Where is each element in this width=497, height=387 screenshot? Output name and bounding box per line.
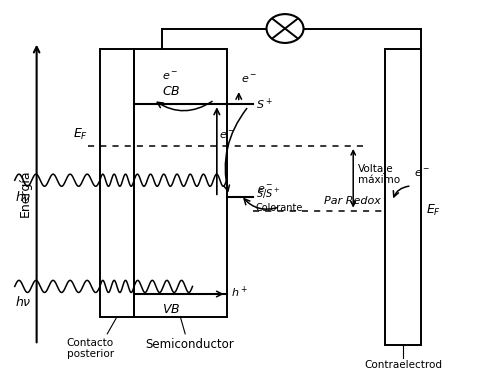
Text: $h\nu$: $h\nu$ (15, 295, 31, 308)
Text: $e^-$: $e^-$ (219, 130, 236, 141)
Text: $e^-$: $e^-$ (257, 184, 274, 195)
Text: $h^+$: $h^+$ (232, 285, 248, 300)
Text: $S/S^+$: $S/S^+$ (256, 187, 280, 201)
Text: Par Redox: Par Redox (324, 196, 381, 206)
Text: $E_F$: $E_F$ (426, 203, 441, 218)
Text: Colorante: Colorante (256, 203, 303, 213)
Text: $e^-$: $e^-$ (241, 74, 257, 86)
Text: $VB$: $VB$ (162, 303, 180, 317)
Text: $E_F$: $E_F$ (73, 127, 88, 142)
Text: Energía: Energía (19, 170, 32, 217)
Text: Contacto
posterior: Contacto posterior (67, 337, 114, 359)
Text: $h\nu$: $h\nu$ (15, 190, 31, 204)
Text: Contraelectrod: Contraelectrod (364, 360, 442, 370)
Text: Semiconductor: Semiconductor (146, 337, 235, 351)
Text: $e^-$: $e^-$ (414, 168, 430, 180)
Text: $S^+$: $S^+$ (256, 97, 273, 112)
Text: Voltaje
máximo: Voltaje máximo (358, 164, 400, 185)
Text: $CB$: $CB$ (162, 85, 180, 98)
Text: $e^-$: $e^-$ (163, 71, 179, 82)
